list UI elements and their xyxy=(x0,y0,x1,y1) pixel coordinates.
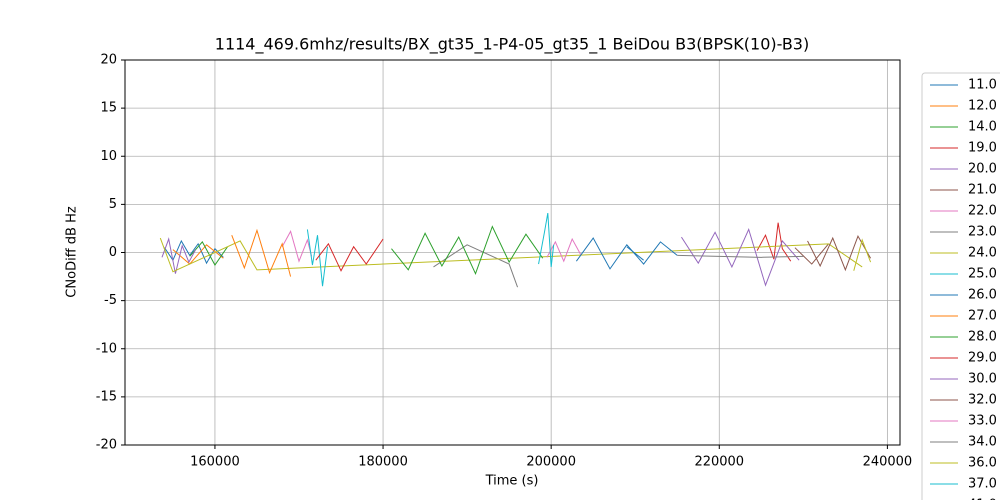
x-tick-label: 220000 xyxy=(694,455,744,470)
series-line xyxy=(315,238,384,272)
legend-label: 25.0 xyxy=(968,267,997,282)
legend-label: 19.0 xyxy=(968,141,997,156)
series-line xyxy=(161,237,197,274)
y-tick-label: -15 xyxy=(96,389,117,404)
series-line xyxy=(391,225,544,275)
legend-label: 20.0 xyxy=(968,162,997,177)
legend: 11.0 12.0 14.0 19.0 20.0 21.0 22.0 23.0 24.0 25.0… xyxy=(921,72,1000,500)
y-tick-label: 20 xyxy=(100,53,117,68)
legend-label: 14.0 xyxy=(968,120,997,135)
series-line xyxy=(433,244,519,288)
series-line xyxy=(546,237,582,263)
legend-label: 22.0 xyxy=(968,204,997,219)
series-line xyxy=(281,230,313,263)
series-line xyxy=(681,227,800,287)
legend-label: 27.0 xyxy=(968,309,997,324)
legend-label: 23.0 xyxy=(968,225,997,240)
y-tick-label: -20 xyxy=(96,438,117,453)
legend-label: 26.0 xyxy=(968,288,997,303)
y-tick-label: 10 xyxy=(100,149,117,164)
series-line xyxy=(164,239,224,265)
x-tick-label: 160000 xyxy=(190,455,240,470)
y-tick-label: 0 xyxy=(109,245,117,260)
chart-title: 1114_469.6mhz/results/BX_gt35_1-P4-05_gt… xyxy=(215,35,809,55)
legend-label: 34.0 xyxy=(968,435,997,450)
series-line xyxy=(306,229,329,287)
x-tick-label: 180000 xyxy=(358,455,408,470)
series-line xyxy=(538,212,555,267)
series-line xyxy=(575,237,678,270)
series-line xyxy=(172,244,224,265)
series-line xyxy=(626,246,644,261)
legend-label: 29.0 xyxy=(968,351,997,366)
series-line xyxy=(853,238,872,271)
series-line xyxy=(189,241,228,266)
series-line xyxy=(794,243,829,265)
y-tick-label: -10 xyxy=(96,341,117,356)
legend-label: 24.0 xyxy=(968,246,997,261)
y-axis-label: CNoDiff dB Hz xyxy=(65,206,80,298)
x-tick-label: 200000 xyxy=(526,455,576,470)
series-line xyxy=(807,234,872,272)
legend-label: 11.0 xyxy=(968,78,997,93)
legend-box xyxy=(921,72,1000,500)
series-line xyxy=(677,254,804,258)
legend-label: 41.0 xyxy=(968,498,997,500)
legend-label: 30.0 xyxy=(968,372,997,387)
series-line xyxy=(231,228,292,277)
legend-label: 32.0 xyxy=(968,393,997,408)
y-tick-label: -5 xyxy=(104,293,117,308)
y-tick-label: 15 xyxy=(100,101,117,116)
legend-label: 33.0 xyxy=(968,414,997,429)
legend-label: 21.0 xyxy=(968,183,997,198)
legend-label: 12.0 xyxy=(968,99,997,114)
legend-label: 36.0 xyxy=(968,456,997,471)
plot-frame xyxy=(124,59,901,446)
y-tick-label: 5 xyxy=(109,197,117,212)
series-line xyxy=(756,222,792,262)
x-axis-label: Time (s) xyxy=(485,474,539,489)
legend-label: 37.0 xyxy=(968,477,997,492)
x-tick-label: 240000 xyxy=(863,455,913,470)
legend-label: 28.0 xyxy=(968,330,997,345)
